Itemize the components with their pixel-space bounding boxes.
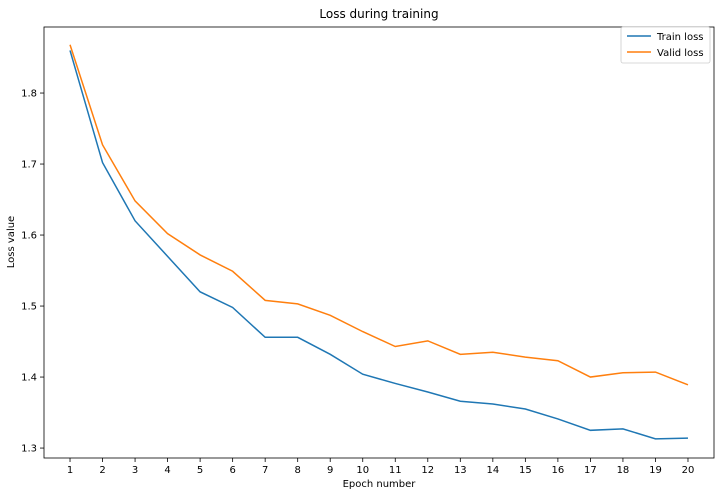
y-axis-label: Loss value [6, 216, 17, 268]
series-line-valid-loss [69, 44, 689, 386]
x-tick-label: 3 [132, 465, 138, 476]
x-tick-label: 13 [454, 465, 467, 476]
x-tick-label: 8 [295, 465, 301, 476]
y-tick-label: 1.4 [21, 373, 37, 384]
y-tick-label: 1.8 [21, 89, 37, 100]
x-tick-label: 7 [262, 465, 268, 476]
y-axis: 1.3 1.4 1.5 1.6 1.7 1.8 [21, 89, 44, 455]
x-tick-label: 12 [421, 465, 434, 476]
chart-title: Loss during training [319, 7, 438, 21]
x-tick-label: 15 [519, 465, 532, 476]
x-tick-label: 2 [99, 465, 105, 476]
x-tick-label: 11 [389, 465, 402, 476]
x-tick-label: 5 [197, 465, 203, 476]
x-tick-label: 20 [682, 465, 695, 476]
x-tick-label: 18 [617, 465, 630, 476]
x-tick-label: 9 [327, 465, 333, 476]
legend: Train loss Valid loss [620, 26, 711, 64]
series-lines [69, 44, 689, 440]
plot-area [43, 26, 715, 459]
series-line-train-loss [69, 50, 688, 440]
legend-label-valid-loss: Valid loss [657, 48, 704, 59]
x-axis-label: Epoch number [343, 479, 417, 490]
y-tick-label: 1.5 [21, 302, 37, 313]
x-axis: 1 2 3 4 5 6 7 8 9 10 11 12 13 14 15 16 17 18 19 20 [67, 458, 695, 476]
y-tick-label: 1.7 [21, 160, 37, 171]
x-tick-label: 16 [552, 465, 565, 476]
y-tick-label: 1.3 [21, 444, 37, 455]
x-tick-label: 17 [584, 465, 597, 476]
x-tick-label: 19 [649, 465, 662, 476]
y-tick-label: 1.6 [21, 231, 37, 242]
x-tick-label: 10 [356, 465, 369, 476]
x-tick-label: 6 [229, 465, 235, 476]
x-tick-label: 4 [164, 465, 170, 476]
x-tick-label: 1 [67, 465, 73, 476]
x-tick-label: 14 [486, 465, 499, 476]
legend-label-train-loss: Train loss [656, 32, 704, 43]
